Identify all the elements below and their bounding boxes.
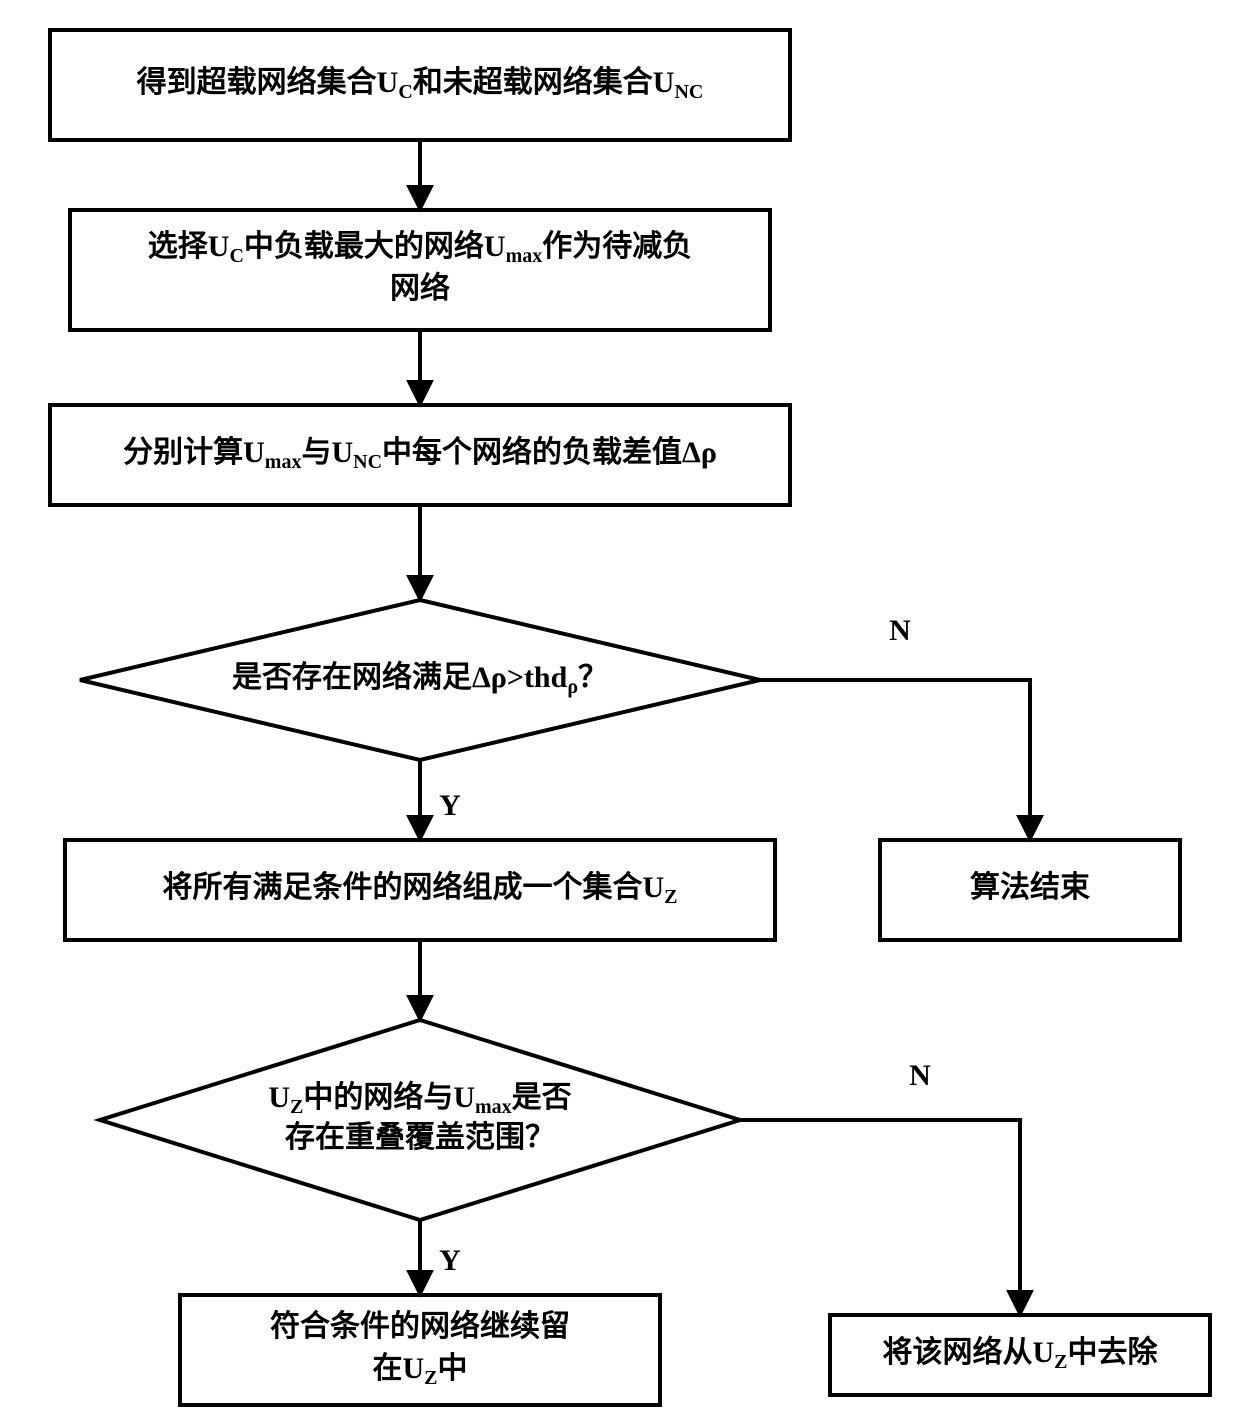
svg-text:将所有满足条件的网络组成一个集合UZ: 将所有满足条件的网络组成一个集合UZ — [162, 870, 677, 908]
svg-text:Y: Y — [439, 789, 461, 822]
svg-text:在UZ中: 在UZ中 — [372, 1352, 467, 1389]
svg-text:N: N — [909, 1059, 931, 1092]
svg-text:存在重叠覆盖范围？: 存在重叠覆盖范围？ — [285, 1121, 555, 1154]
svg-text:符合条件的网络继续留: 符合条件的网络继续留 — [270, 1309, 570, 1343]
svg-text:N: N — [889, 614, 911, 647]
svg-text:UZ中的网络与Umax是否: UZ中的网络与Umax是否 — [268, 1080, 571, 1118]
svg-text:选择UC中负载最大的网络Umax作为待减负: 选择UC中负载最大的网络Umax作为待减负 — [148, 229, 692, 267]
svg-text:网络: 网络 — [390, 271, 450, 305]
svg-text:Y: Y — [439, 1244, 461, 1277]
svg-text:是否存在网络满足Δρ>thdρ？: 是否存在网络满足Δρ>thdρ？ — [232, 660, 608, 698]
svg-text:分别计算Umax与UNC中每个网络的负载差值Δρ: 分别计算Umax与UNC中每个网络的负载差值Δρ — [123, 435, 717, 473]
svg-text:将该网络从UZ中去除: 将该网络从UZ中去除 — [882, 1335, 1158, 1373]
svg-text:算法结束: 算法结束 — [970, 870, 1090, 904]
svg-text:得到超载网络集合UC和未超载网络集合UNC: 得到超载网络集合UC和未超载网络集合UNC — [136, 65, 704, 103]
